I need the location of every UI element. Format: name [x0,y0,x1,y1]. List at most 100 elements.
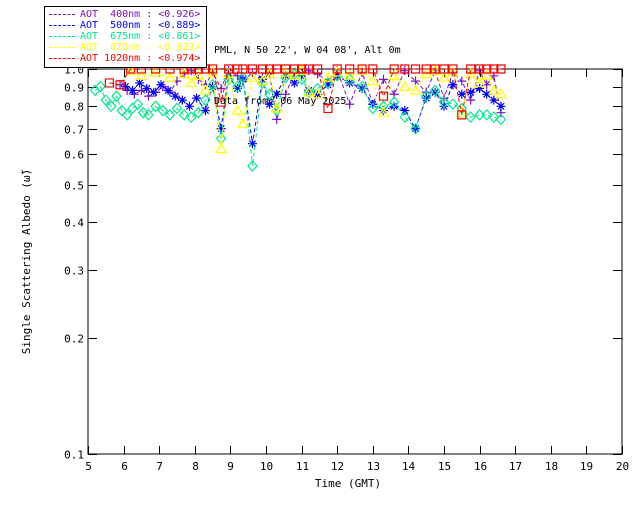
triangle-marker-870nm [231,104,244,115]
asterisk-marker-500nm [192,93,202,103]
asterisk-marker-500nm [489,95,499,105]
square-marker-1020nm [238,64,248,74]
diamond-marker-675nm [481,108,493,121]
triangle-marker-870nm [311,87,324,99]
asterisk-marker-500nm [304,85,314,95]
diamond-marker-675nm [95,80,106,93]
diamond-marker-675nm [410,122,421,135]
asterisk-marker-500nm [289,78,299,88]
diamond-marker-675nm [237,71,249,84]
square-marker-1020nm [496,64,506,74]
asterisk-marker-500nm [257,74,267,84]
square-marker-1020nm [208,64,218,74]
square-marker-1020nm [332,64,342,74]
plus-marker-400nm [466,95,476,105]
square-marker-1020nm [345,64,355,74]
legend-item-1020nm: AOT 1020nm : <0.974> [49,53,200,64]
triangle-marker-870nm [256,74,269,86]
triangle-marker-870nm [455,106,468,117]
y-tick-label: 0.4 [64,217,84,230]
triangle-marker-870nm [124,64,137,75]
x-tick-label: 6 [121,460,128,473]
plus-marker-400nm [411,76,421,86]
square-marker-1020nm [466,64,476,74]
plus-marker-400nm [378,74,388,84]
data-date-subtitle: Data from: 06 May 2025 [214,96,347,107]
square-marker-1020nm [272,64,282,74]
triangle-marker-870nm [343,69,356,81]
site-location-title: PML, N 50 22', W 04 08', Alt 0m [214,45,401,56]
triangle-marker-870nm [164,71,176,82]
x-tick-label: 13 [367,460,380,473]
asterisk-marker-500nm [475,83,485,93]
diamond-marker-675nm [105,100,117,113]
triangle-marker-870nm [270,102,283,113]
asterisk-marker-500nm [184,101,194,111]
legend-dashed-line-swatch [49,58,75,59]
y-tick-label: 0.3 [64,265,84,278]
legend-item-870nm: AOT 870nm : <0.923> [49,42,200,53]
diamond-marker-675nm [193,106,204,119]
plus-marker-400nm [400,66,410,76]
asterisk-marker-500nm [200,106,210,116]
triangle-marker-870nm [246,71,259,82]
square-marker-1020nm [457,110,467,120]
legend-label: AOT 400nm : <0.926> [80,9,201,20]
square-marker-1020nm [224,64,234,74]
triangle-marker-870nm [185,76,198,88]
y-tick-label: 0.1 [64,449,84,462]
diamond-marker-675nm [178,108,190,121]
asterisk-marker-500nm [430,87,440,97]
diamond-marker-675nm [367,102,379,115]
diamond-marker-675nm [488,111,500,123]
asterisk-marker-500nm [448,80,458,90]
legend-dashed-line-swatch [49,14,75,15]
legend-label: AOT 675nm : <0.861> [80,31,201,42]
asterisk-marker-500nm [135,78,145,88]
square-marker-1020nm [368,64,378,74]
triangle-marker-870nm [438,71,450,82]
diamond-marker-675nm [429,84,441,97]
diamond-marker-675nm [185,111,197,123]
triangle-marker-870nm [429,64,441,75]
diamond-marker-675nm [420,90,432,103]
triangle-marker-870nm [322,71,334,82]
legend-dashed-line-swatch [49,25,75,26]
diamond-marker-675nm [100,94,112,107]
y-tick-label: 0.9 [64,82,84,95]
legend-label: AOT 500nm : <0.889> [80,20,201,31]
asterisk-marker-500nm [265,99,275,109]
x-tick-label: 17 [509,460,522,473]
y-tick-label: 0.2 [64,333,84,346]
series-line-1020nm [109,68,501,115]
x-tick-label: 12 [331,460,344,473]
asterisk-marker-500nm [149,87,159,97]
triangle-marker-870nm [377,106,390,117]
y-tick-label: 0.7 [64,124,84,137]
triangle-marker-870nm [199,84,212,95]
legend-dashed-line-swatch [49,36,75,37]
asterisk-marker-500nm [482,89,492,99]
asterisk-marker-500nm [457,89,467,99]
asterisk-marker-500nm [120,82,130,92]
triangle-marker-870nm [206,66,219,77]
diamond-marker-675nm [344,73,355,86]
square-marker-1020nm [439,64,449,74]
square-marker-1020nm [313,64,323,74]
diamond-marker-675nm [447,98,459,111]
asterisk-marker-500nm [128,85,137,95]
square-marker-1020nm [115,80,125,90]
triangle-marker-870nm [302,86,315,97]
square-marker-1020nm [323,103,333,114]
y-tick-label: 0.6 [64,149,84,162]
triangle-marker-870nm [288,69,301,81]
triangle-marker-870nm [399,80,411,91]
square-marker-1020nm [216,97,226,107]
diamond-marker-675nm [247,160,258,172]
asterisk-marker-500nm [400,106,410,116]
plus-marker-400nm [457,76,467,86]
triangle-marker-870nm [366,74,379,86]
diamond-marker-675nm [232,80,243,93]
x-tick-label: 7 [156,460,163,473]
series-line-675nm [94,73,502,166]
